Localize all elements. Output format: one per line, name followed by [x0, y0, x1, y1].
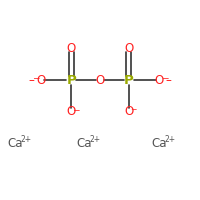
Text: –: – [166, 74, 172, 87]
Text: −: − [32, 73, 39, 82]
Text: P: P [124, 74, 133, 87]
Text: −: − [161, 73, 168, 82]
Text: O: O [155, 74, 164, 87]
Text: −: − [72, 105, 79, 114]
Text: −: − [130, 105, 136, 114]
Text: O: O [124, 105, 133, 118]
Text: –: – [28, 74, 34, 87]
Text: 2+: 2+ [164, 135, 176, 144]
Text: O: O [95, 74, 105, 87]
Text: O: O [124, 42, 133, 55]
Text: 2+: 2+ [20, 135, 32, 144]
Text: P: P [67, 74, 76, 87]
Text: 2+: 2+ [90, 135, 101, 144]
Text: Ca: Ca [76, 137, 92, 150]
Text: Ca: Ca [7, 137, 23, 150]
Text: O: O [67, 105, 76, 118]
Text: Ca: Ca [151, 137, 167, 150]
Text: O: O [36, 74, 45, 87]
Text: O: O [67, 42, 76, 55]
